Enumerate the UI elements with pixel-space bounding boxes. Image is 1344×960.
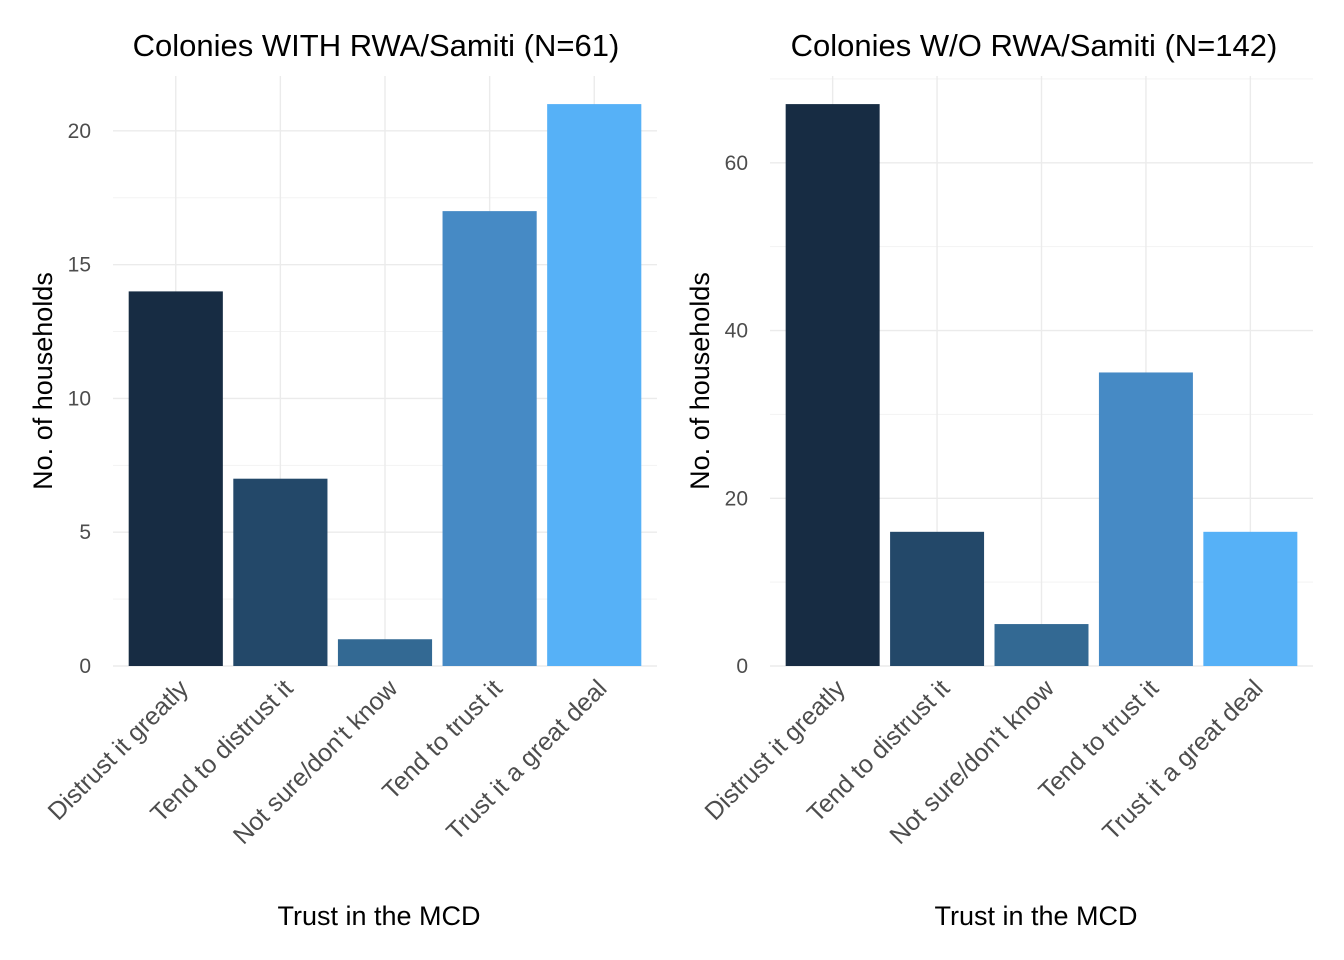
chart-title: Colonies W/O RWA/Samiti (N=142) [791,28,1278,63]
y-tick-label: 20 [725,487,748,510]
y-axis-title: No. of households [28,272,58,490]
y-tick-label: 40 [725,320,748,343]
bar-4 [1098,372,1193,666]
y-tick-label: 20 [68,120,91,143]
y-tick-label: 10 [68,387,91,410]
y-tick-label: 60 [725,152,748,175]
bar-5 [547,104,642,667]
bar-3 [337,639,433,666]
y-axis-title: No. of households [685,272,715,490]
bar-4 [442,211,537,667]
bar-1 [785,104,880,667]
chart-title: Colonies WITH RWA/Samiti (N=61) [133,28,620,63]
y-tick-label: 0 [79,655,91,678]
y-tick-label: 15 [68,254,91,277]
bar-1 [128,291,223,666]
y-tick-label: 5 [79,521,91,544]
bar-3 [994,624,1089,666]
y-tick-label: 0 [736,655,748,678]
x-axis-title: Trust in the MCD [934,901,1137,931]
bar-2 [890,531,985,666]
bar-2 [233,478,328,666]
bar-5 [1203,531,1298,666]
x-axis-title: Trust in the MCD [277,901,480,931]
